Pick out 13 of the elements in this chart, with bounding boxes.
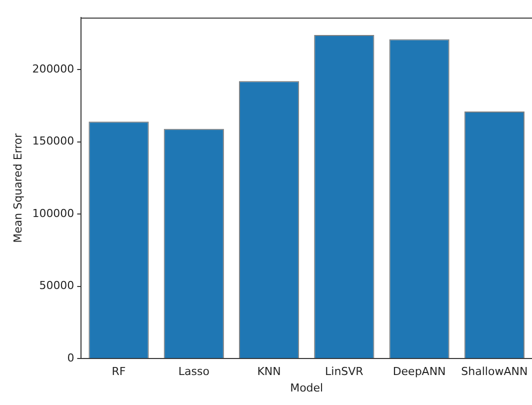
- y-tick-label: 50000: [39, 279, 74, 292]
- y-tick-label: 150000: [32, 134, 74, 148]
- y-tick-label: 100000: [32, 206, 74, 220]
- x-tick-label: Lasso: [178, 365, 210, 378]
- y-tick-label: 200000: [32, 62, 74, 76]
- x-axis-title: Model: [290, 381, 324, 394]
- x-tick-label: RF: [112, 365, 126, 378]
- x-tick-label: DeepANN: [392, 365, 446, 378]
- x-tick-label: ShallowANN: [461, 365, 528, 378]
- y-axis-title: Mean Squared Error: [11, 132, 24, 243]
- x-tick-label: KNN: [257, 365, 281, 378]
- x-tick-label: LinSVR: [325, 365, 364, 378]
- y-tick-label: 0: [67, 351, 74, 364]
